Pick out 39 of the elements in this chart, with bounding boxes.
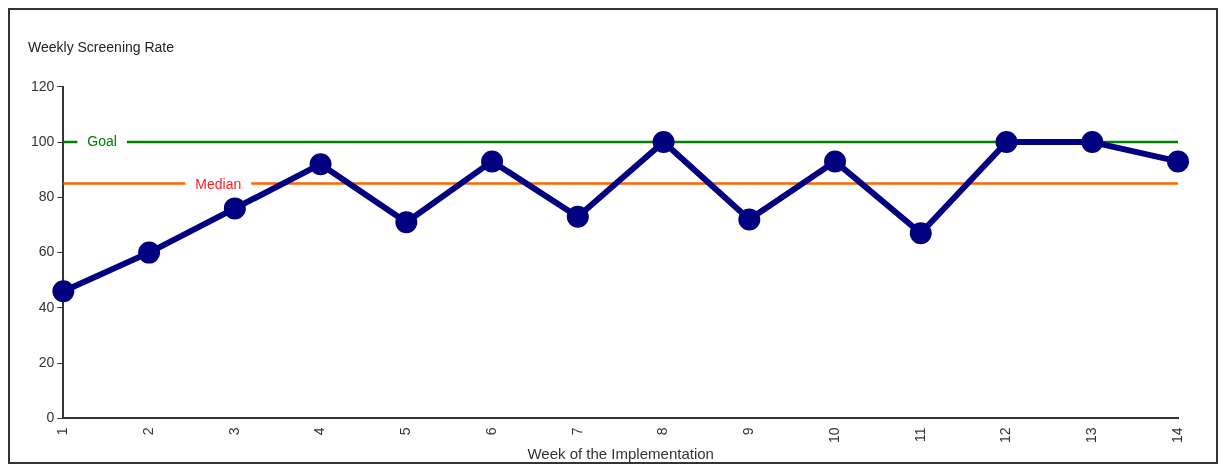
y-tick-label: 20 (38, 354, 55, 371)
ref-line-label: Goal (87, 132, 117, 149)
point (1081, 131, 1104, 154)
y-tick-label: 0 (46, 409, 55, 426)
point (738, 208, 761, 231)
point (223, 197, 246, 220)
y-tick-label: 100 (31, 132, 55, 149)
x-tick-label: 2 (139, 427, 156, 436)
point (909, 222, 932, 245)
point (481, 150, 504, 173)
point (395, 211, 418, 234)
x-axis-title: Week of the Implementation (527, 445, 714, 463)
point (52, 280, 75, 303)
y-tick-label: 60 (38, 243, 55, 260)
ref-line-label: Median (195, 176, 242, 193)
x-tick-label: 1 (54, 427, 71, 436)
x-tick-label: 3 (225, 427, 242, 436)
x-tick-label: 7 (568, 427, 585, 436)
x-tick-label: 13 (1083, 427, 1100, 444)
x-tick-label: 4 (311, 427, 328, 436)
y-tick-label: 40 (38, 298, 55, 315)
point (995, 131, 1018, 154)
x-tick-label: 10 (825, 427, 842, 444)
x-tick-label: 5 (397, 427, 414, 436)
y-tick-label: 120 (31, 77, 55, 94)
x-tick-label: 12 (997, 427, 1014, 444)
point (652, 131, 675, 154)
y-tick-label: 80 (38, 188, 55, 205)
chart-title: Weekly Screening Rate (28, 39, 175, 56)
point (138, 241, 161, 264)
point (566, 205, 589, 228)
point (309, 153, 332, 176)
point (824, 150, 847, 173)
x-tick-label: 14 (1168, 427, 1185, 444)
point (1167, 150, 1189, 173)
x-tick-label: 6 (482, 427, 499, 436)
x-tick-label: 11 (911, 427, 928, 442)
x-tick-label: 9 (740, 427, 757, 436)
x-tick-label: 8 (654, 427, 671, 436)
